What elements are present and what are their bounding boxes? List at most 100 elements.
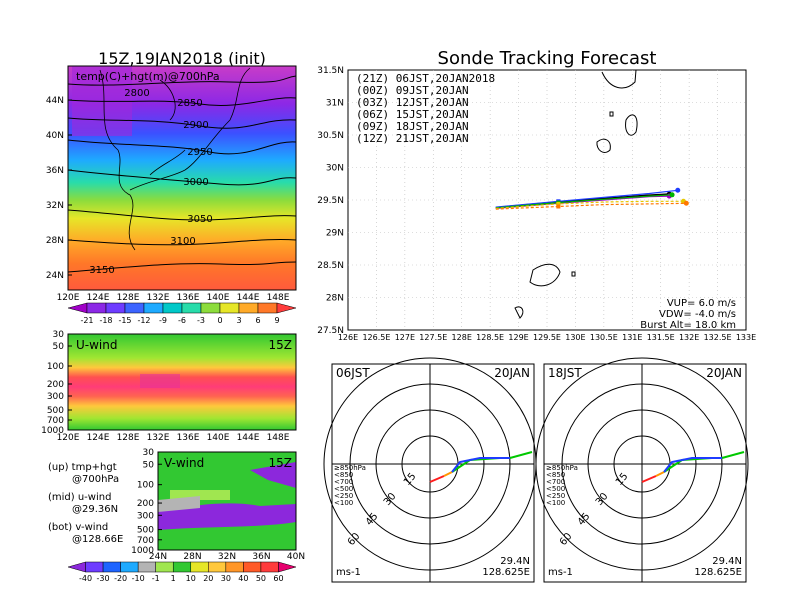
contour-label: 2800 — [124, 88, 149, 99]
colorbar-label: 20 — [203, 574, 213, 583]
lat-tick-label: 28N — [326, 294, 344, 304]
colorbar-cell — [102, 561, 121, 573]
hodo-trace — [509, 451, 533, 459]
contour-label: 3050 — [187, 214, 212, 225]
track-grid — [348, 70, 746, 330]
lon-tick-label: 131.5E — [647, 333, 675, 342]
colorbar-cell — [162, 302, 183, 314]
p-tick-label: 50 — [143, 460, 155, 470]
colorbar-cell — [67, 561, 86, 573]
colorbar-cell — [124, 302, 145, 314]
hodo-level-label: <500 — [546, 485, 565, 493]
info-vdw: VDW= -4.0 m/s — [659, 309, 736, 320]
hodo-lon: 128.625E — [694, 567, 742, 578]
lon-tick-label: 144E — [237, 293, 260, 303]
p-tick-label: 1000 — [41, 426, 64, 436]
lat-tick-label: 24N — [149, 552, 167, 562]
lon-tick-label: 127.5E — [419, 333, 447, 342]
legend-entry: (12Z) 21JST,20JAN — [356, 132, 469, 145]
vwind-time: 15Z — [269, 456, 293, 470]
lon-tick-label: 127E — [395, 333, 415, 342]
lon-tick-label: 124E — [87, 293, 110, 303]
legend-entry: (06Z) 15JST,20JAN — [356, 108, 469, 121]
colorbar-cell — [260, 561, 279, 573]
colorbar-label: 1 — [171, 574, 176, 583]
height-contours — [67, 75, 297, 273]
colorbar-label: 30 — [221, 574, 231, 583]
colorbar-cell — [143, 302, 164, 314]
p-tick-label: 500 — [137, 526, 154, 536]
lat-tick-label: 40N — [287, 552, 305, 562]
colorbar-label: -18 — [99, 316, 112, 325]
track-endpoint — [675, 187, 681, 193]
lon-tick-label: 148E — [267, 293, 290, 303]
lat-tick-label: 32N — [46, 201, 64, 211]
lon-tick-label: 140E — [207, 293, 230, 303]
lon-tick-label: 120E — [57, 433, 80, 443]
colorbar-label: 6 — [255, 316, 260, 325]
contour-labels: 2800 2850 2900 2950 3000 3050 3100 3150 — [89, 88, 212, 276]
p-tick-label: 700 — [137, 536, 154, 546]
legend-entry: (21Z) 06JST,20JAN2018 — [356, 72, 495, 85]
lat-tick-label: 29N — [326, 229, 344, 239]
lon-tick-label: 128.5E — [476, 333, 504, 342]
vwind-top-band — [158, 452, 296, 466]
uwind-jet-core — [140, 374, 180, 388]
left-notes: (up) tmp+hgt @700hPa (mid) u-wind @29.36… — [48, 462, 123, 545]
track-info: VUP= 6.0 m/s VDW= -4.0 m/s Burst Alt= 18… — [640, 298, 736, 331]
lat-tick-label: 24N — [46, 271, 64, 281]
track-series — [495, 187, 689, 210]
temp-map-frame — [67, 65, 297, 291]
p-tick-label: 300 — [137, 511, 154, 521]
colorbar-label: -15 — [118, 316, 131, 325]
lat-tick-label: 31.5N — [317, 66, 344, 76]
hodo-lat: 29.4N — [500, 556, 530, 567]
legend-entry: (03Z) 12JST,20JAN — [356, 96, 469, 109]
colorbar-cell — [120, 561, 139, 573]
lon-tick-label: 132E — [679, 333, 699, 342]
p-tick-label: 1000 — [131, 546, 154, 556]
p-tick-label: 500 — [47, 406, 64, 416]
hodo-lon: 128.625E — [482, 567, 530, 578]
track-endpoint — [683, 200, 689, 206]
vwind-frame — [157, 451, 297, 551]
vwind-label: V-wind — [164, 456, 204, 470]
lon-tick-label: 120E — [57, 293, 80, 303]
colorbar-cell — [105, 302, 126, 314]
contour-label: 2900 — [183, 120, 208, 131]
p-tick-label: 30 — [53, 330, 65, 340]
lon-tick-label: 131E — [622, 333, 642, 342]
hodo-level-label: <250 — [334, 492, 353, 500]
lat-tick-label: 36N — [252, 552, 270, 562]
contour-label: 2950 — [187, 147, 212, 158]
lon-tick-label: 136E — [177, 433, 200, 443]
track-line — [495, 189, 678, 208]
lon-tick-label: 128E — [117, 293, 140, 303]
right-title: Sonde Tracking Forecast — [438, 48, 657, 69]
p-tick-label: 50 — [53, 342, 65, 352]
colorbar-cell — [86, 302, 107, 314]
lon-tick-label: 129.5E — [533, 333, 561, 342]
hodo-level-label: ≥850hPa — [334, 464, 366, 472]
p-tick-label: 700 — [47, 416, 64, 426]
colorbar-label: 50 — [256, 574, 266, 583]
p-tick-label: 30 — [143, 448, 155, 458]
p-tick-label: 200 — [47, 380, 64, 390]
lon-tick-label: 148E — [267, 433, 290, 443]
hodo-level-label: <850 — [546, 471, 565, 479]
p-tick-label: 200 — [137, 499, 154, 509]
contour-label: 2850 — [177, 98, 202, 109]
lat-tick-label: 30N — [326, 164, 344, 174]
colorbar-cell — [238, 302, 259, 314]
colorbar-cell — [190, 561, 209, 573]
colorbar-cell — [276, 302, 297, 314]
colorbar-label: -30 — [97, 574, 110, 583]
note-bot: (bot) v-wind — [48, 522, 108, 533]
note-bot-sub: @128.66E — [72, 534, 123, 545]
colorbar-label: -40 — [79, 574, 92, 583]
colorbar-label: -12 — [137, 316, 150, 325]
hodo-date: 20JAN — [706, 366, 742, 380]
colorbar-cell — [219, 302, 240, 314]
